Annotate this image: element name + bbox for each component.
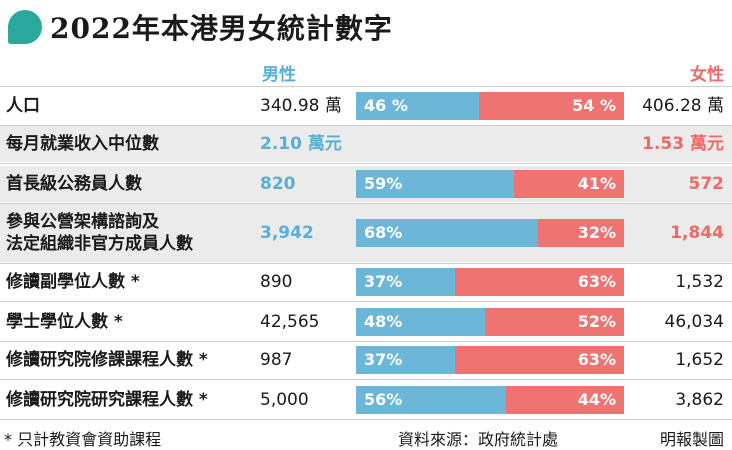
row-divider (0, 125, 732, 126)
row-label-line: 修讀研究院研究課程人數 * (6, 390, 208, 410)
stacked-bar: 37% 63% (356, 346, 624, 374)
female-header: 女性 (690, 65, 724, 85)
row-divider (0, 379, 732, 380)
row-label-line: 修讀研究院修課課程人數 * (6, 350, 208, 370)
speech-bubble-icon (8, 10, 42, 44)
male-value: 820 (260, 174, 296, 194)
female-bar-segment: 63% (455, 268, 624, 296)
male-bar-segment: 37% (356, 346, 455, 374)
female-value: 406.28 萬 (642, 96, 724, 116)
female-value: 3,862 (675, 390, 724, 410)
title-block: 2022年本港男女統計數字 (8, 6, 393, 48)
row-label: 修讀研究院修課課程人數 * (6, 349, 208, 371)
stacked-bar: 68% 32% (356, 219, 624, 247)
header-divider (0, 86, 732, 87)
male-value: 890 (260, 272, 293, 292)
row-divider (0, 163, 732, 164)
female-bar-segment: 63% (455, 346, 624, 374)
stacked-bar: 56% 44% (356, 386, 624, 414)
table-row: 每月就業收入中位數 2.10 萬元 1.53 萬元 (0, 126, 732, 162)
female-bar-segment: 52% (485, 308, 624, 336)
female-bar-segment: 32% (538, 219, 624, 247)
male-value: 340.98 萬 (260, 96, 342, 116)
male-value: 3,942 (260, 223, 314, 243)
row-label-line: 修讀副學位人數 * (6, 272, 140, 292)
row-label-line: 法定組織非官方成員人數 (6, 234, 193, 254)
female-value: 1,532 (675, 272, 724, 292)
row-label: 首長級公務員人數 (6, 173, 142, 195)
female-bar-segment: 41% (514, 170, 624, 198)
row-label-line: 首長級公務員人數 (6, 174, 142, 194)
row-label-line: 參與公營架構諮詢及 (6, 212, 159, 232)
female-value: 1,652 (675, 350, 724, 370)
female-bar-segment: 44% (506, 386, 624, 414)
male-value: 5,000 (260, 390, 309, 410)
table-row: 修讀研究院研究課程人數 * 5,000 3,862 56% 44% (0, 382, 732, 418)
row-label-line: 學士學位人數 * (6, 312, 123, 332)
male-bar-segment: 48% (356, 308, 485, 336)
row-label: 修讀副學位人數 * (6, 271, 140, 293)
row-divider (0, 301, 732, 302)
female-value: 1,844 (670, 223, 724, 243)
female-value: 46,034 (664, 312, 724, 332)
male-bar-segment: 46 % (356, 92, 479, 120)
stacked-bar: 37% 63% (356, 268, 624, 296)
row-divider (0, 263, 732, 264)
stacked-bar: 48% 52% (356, 308, 624, 336)
row-divider (0, 341, 732, 342)
chart-title: 2022年本港男女統計數字 (50, 12, 393, 45)
male-header: 男性 (262, 65, 296, 85)
male-value: 987 (260, 350, 293, 370)
row-divider (0, 203, 732, 204)
footer-source: 資料來源：政府統計處 (398, 430, 559, 449)
male-value: 42,565 (260, 312, 320, 332)
table-row: 學士學位人數 * 42,565 46,034 48% 52% (0, 304, 732, 340)
male-value: 2.10 萬元 (260, 134, 342, 154)
male-bar-segment: 37% (356, 268, 455, 296)
row-label: 每月就業收入中位數 (6, 133, 159, 155)
table-row: 人口 340.98 萬 406.28 萬 46 % 54 % (0, 88, 732, 124)
table-row: 修讀研究院修課課程人數 * 987 1,652 37% 63% (0, 342, 732, 378)
footer-credit: 明報製圖 (659, 430, 724, 449)
table-row: 首長級公務員人數 820 572 59% 41% (0, 166, 732, 202)
stacked-bar: 59% 41% (356, 170, 624, 198)
row-label: 參與公營架構諮詢及 法定組織非官方成員人數 (6, 211, 193, 255)
female-value: 1.53 萬元 (642, 134, 724, 154)
male-bar-segment: 59% (356, 170, 514, 198)
stacked-bar: 46 % 54 % (356, 92, 624, 120)
male-bar-segment: 68% (356, 219, 538, 247)
row-label-line: 人口 (6, 96, 40, 116)
row-divider (0, 419, 732, 420)
table-row: 修讀副學位人數 * 890 1,532 37% 63% (0, 264, 732, 300)
row-label-line: 每月就業收入中位數 (6, 134, 159, 154)
row-label: 學士學位人數 * (6, 311, 123, 333)
table-row: 參與公營架構諮詢及 法定組織非官方成員人數 3,942 1,844 68% 32% (0, 204, 732, 262)
row-label: 人口 (6, 95, 40, 117)
row-label: 修讀研究院研究課程人數 * (6, 389, 208, 411)
female-value: 572 (688, 174, 725, 194)
footer-note: * 只計教資會資助課程 (4, 430, 162, 449)
male-bar-segment: 56% (356, 386, 506, 414)
female-bar-segment: 54 % (479, 92, 624, 120)
